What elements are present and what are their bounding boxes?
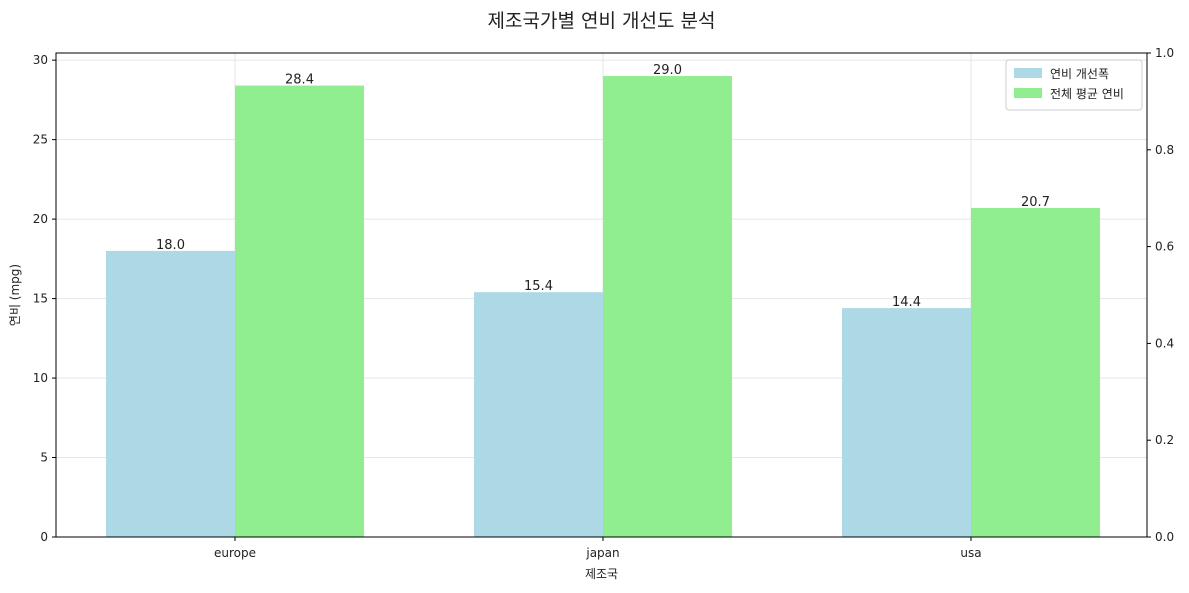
y-tick-label: 5 <box>40 451 48 465</box>
bar-value-label: 28.4 <box>285 73 314 88</box>
value-labels: 18.0 28.4 15.4 29.0 14.4 20.7 <box>156 63 1050 310</box>
x-axis-label: 제조국 <box>585 567 618 581</box>
bar-value-label: 29.0 <box>653 63 682 78</box>
bars <box>106 76 1100 538</box>
y-tick-label: 15 <box>33 292 48 306</box>
y-axis-ticks: 0 5 10 15 20 25 30 <box>33 53 56 544</box>
y2-tick-label: 0.2 <box>1155 433 1174 447</box>
y-tick-label: 25 <box>33 133 48 147</box>
y-tick-label: 0 <box>40 530 48 544</box>
bar-usa-1 <box>971 207 1100 537</box>
y2-tick-label: 0.0 <box>1155 530 1174 544</box>
x-axis-ticks: europe japan usa <box>214 537 982 560</box>
chart-title: 제조국가별 연비 개선도 분석 <box>488 10 716 32</box>
y-tick-label: 30 <box>33 53 48 67</box>
bar-value-label: 14.4 <box>892 295 921 310</box>
bar-japan-0 <box>474 292 603 537</box>
legend-swatch <box>1014 68 1042 78</box>
legend-label: 연비 개선폭 <box>1050 67 1109 81</box>
legend-swatch <box>1014 88 1042 98</box>
bar-value-label: 20.7 <box>1021 195 1050 210</box>
bar-usa-0 <box>842 308 971 537</box>
bar-japan-1 <box>603 76 732 538</box>
x-tick-label: japan <box>585 546 619 560</box>
y2-tick-label: 0.6 <box>1155 240 1174 254</box>
bar-value-label: 15.4 <box>524 279 553 294</box>
y2-tick-label: 0.4 <box>1155 336 1174 350</box>
plot-frame <box>55 52 1148 538</box>
legend-label: 전체 평균 연비 <box>1050 87 1124 101</box>
y2-tick-label: 0.8 <box>1155 143 1174 157</box>
bar-europe-1 <box>235 85 364 537</box>
bar-value-label: 18.0 <box>156 238 185 253</box>
y-tick-label: 20 <box>33 212 48 226</box>
y-tick-label: 10 <box>33 371 48 385</box>
bar-europe-0 <box>106 250 235 537</box>
y-axis-label: 연비 (mpg) <box>8 264 22 326</box>
secondary-y-axis-ticks: 0.0 0.2 0.4 0.6 0.8 1.0 <box>1147 46 1174 544</box>
y2-tick-label: 1.0 <box>1155 46 1174 60</box>
x-tick-label: usa <box>960 546 981 560</box>
x-tick-label: europe <box>214 546 256 560</box>
